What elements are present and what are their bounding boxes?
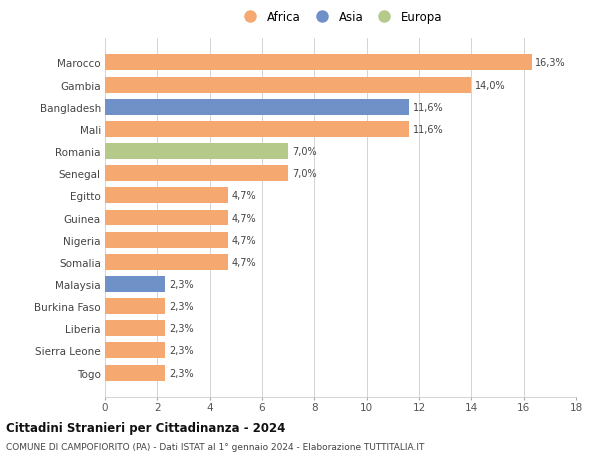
Text: 2,3%: 2,3% [169,346,194,356]
Text: 2,3%: 2,3% [169,302,194,312]
Text: 14,0%: 14,0% [475,80,506,90]
Text: 4,7%: 4,7% [232,235,257,245]
Bar [105,254,228,270]
Bar [105,166,288,182]
Text: 2,3%: 2,3% [169,280,194,289]
Text: 4,7%: 4,7% [232,257,257,267]
Bar [105,78,472,93]
Text: Cittadini Stranieri per Cittadinanza - 2024: Cittadini Stranieri per Cittadinanza - 2… [6,421,286,435]
Bar [105,188,228,204]
Bar [105,144,288,160]
Bar [105,210,228,226]
Text: 4,7%: 4,7% [232,191,257,201]
Text: 7,0%: 7,0% [292,147,317,157]
Text: COMUNE DI CAMPOFIORITO (PA) - Dati ISTAT al 1° gennaio 2024 - Elaborazione TUTTI: COMUNE DI CAMPOFIORITO (PA) - Dati ISTAT… [6,442,424,451]
Text: 2,3%: 2,3% [169,368,194,378]
Text: 2,3%: 2,3% [169,324,194,334]
Bar [105,122,409,138]
Bar [105,298,165,314]
Text: 4,7%: 4,7% [232,213,257,223]
Text: 7,0%: 7,0% [292,169,317,179]
Bar [105,55,532,71]
Legend: Africa, Asia, Europa: Africa, Asia, Europa [236,9,445,27]
Bar [105,100,409,115]
Text: 16,3%: 16,3% [535,58,566,68]
Bar [105,365,165,381]
Text: 11,6%: 11,6% [412,102,443,112]
Bar [105,343,165,358]
Bar [105,276,165,292]
Bar [105,232,228,248]
Text: 11,6%: 11,6% [412,124,443,134]
Bar [105,321,165,336]
